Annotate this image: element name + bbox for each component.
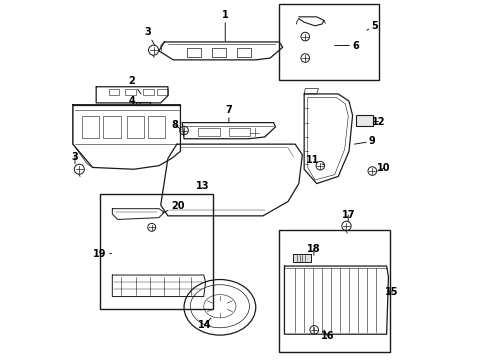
Bar [126,116,144,138]
Text: 20: 20 [163,201,184,213]
Text: 13: 13 [196,181,210,194]
Text: 11: 11 [306,155,324,165]
Text: 3: 3 [72,152,78,164]
Text: 18: 18 [307,244,320,255]
Bar [82,116,99,138]
Text: 16: 16 [321,330,334,341]
Bar [143,89,153,95]
Text: 6: 6 [335,41,359,50]
Text: 1: 1 [222,10,229,41]
Bar [237,48,251,57]
Text: 14: 14 [198,318,212,330]
Bar [100,194,213,309]
Bar [103,116,121,138]
Bar [279,4,379,80]
Text: 19: 19 [94,248,112,258]
Bar [187,48,200,57]
Text: 9: 9 [354,136,376,146]
Bar [157,89,168,95]
Text: 15: 15 [385,287,399,297]
Text: 7: 7 [225,105,232,123]
Text: 2: 2 [129,76,141,94]
Text: 3: 3 [144,27,155,45]
Bar [294,254,311,262]
Bar [148,116,166,138]
Bar [198,129,220,136]
Text: 5: 5 [367,21,378,31]
Text: 12: 12 [371,117,385,127]
Bar [229,129,250,136]
Text: 17: 17 [342,210,355,221]
Text: 4: 4 [129,96,141,106]
Text: 8: 8 [172,120,181,130]
Bar [279,230,390,352]
Text: 10: 10 [377,163,391,173]
Bar [125,89,136,95]
Bar [356,116,373,126]
Bar [109,89,120,95]
Bar [212,48,225,57]
